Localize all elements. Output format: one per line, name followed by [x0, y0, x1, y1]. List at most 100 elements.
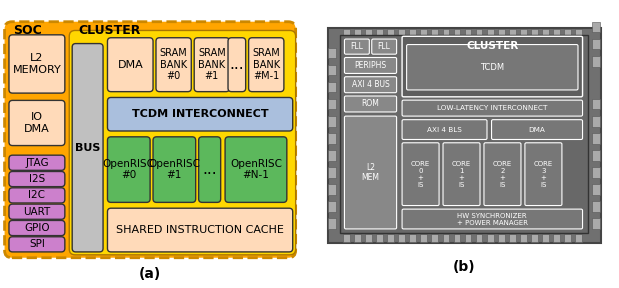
Bar — [487, 234, 493, 242]
Text: L2
MEM: L2 MEM — [361, 163, 379, 182]
FancyBboxPatch shape — [402, 120, 487, 139]
Bar — [565, 29, 571, 36]
Bar — [487, 29, 493, 36]
Bar — [476, 29, 482, 36]
Bar — [343, 234, 350, 242]
Bar — [328, 219, 336, 229]
Text: SOC: SOC — [14, 24, 42, 37]
Bar — [542, 234, 549, 242]
FancyBboxPatch shape — [9, 188, 65, 203]
Bar — [340, 35, 588, 233]
Bar — [465, 234, 472, 242]
Text: CLUSTER: CLUSTER — [466, 41, 519, 51]
Bar — [328, 82, 336, 92]
Bar — [520, 29, 527, 36]
Text: JTAG: JTAG — [25, 158, 49, 168]
FancyBboxPatch shape — [194, 38, 230, 92]
Text: ...: ... — [230, 57, 244, 72]
Text: SHARED INSTRUCTION CACHE: SHARED INSTRUCTION CACHE — [116, 225, 284, 235]
FancyBboxPatch shape — [402, 100, 582, 116]
Bar — [398, 29, 405, 36]
Bar — [328, 167, 336, 178]
Text: HW SYNCHRONIZER
+ POWER MANAGER: HW SYNCHRONIZER + POWER MANAGER — [457, 213, 528, 226]
Bar — [328, 99, 336, 109]
Text: CORE
0
+
IS: CORE 0 + IS — [411, 161, 430, 188]
FancyBboxPatch shape — [402, 209, 582, 229]
Bar — [509, 29, 516, 36]
Text: CORE
2
+
IS: CORE 2 + IS — [493, 161, 512, 188]
Bar — [376, 29, 383, 36]
Text: AXI 4 BLS: AXI 4 BLS — [427, 127, 462, 132]
Text: CORE
1
+
IS: CORE 1 + IS — [452, 161, 471, 188]
FancyBboxPatch shape — [9, 220, 65, 236]
Text: IO
DMA: IO DMA — [24, 112, 50, 134]
FancyBboxPatch shape — [344, 39, 370, 54]
FancyBboxPatch shape — [9, 171, 65, 187]
Bar — [576, 29, 582, 36]
Text: CORE
3
+
IS: CORE 3 + IS — [534, 161, 553, 188]
FancyBboxPatch shape — [69, 31, 296, 255]
Bar — [592, 39, 600, 50]
Bar — [328, 184, 336, 195]
Bar — [443, 29, 449, 36]
Bar — [409, 29, 416, 36]
Text: (b): (b) — [453, 260, 475, 274]
Bar — [592, 167, 600, 178]
Bar — [592, 201, 600, 212]
Text: TCDM: TCDM — [480, 63, 504, 72]
FancyBboxPatch shape — [108, 208, 293, 252]
FancyBboxPatch shape — [9, 101, 65, 145]
Text: ROM: ROM — [361, 99, 379, 109]
Bar — [365, 29, 372, 36]
Text: I2S: I2S — [28, 174, 45, 184]
FancyBboxPatch shape — [372, 39, 397, 54]
FancyBboxPatch shape — [72, 43, 103, 252]
Bar — [542, 29, 549, 36]
Bar — [576, 234, 582, 242]
Bar — [354, 234, 361, 242]
Bar — [520, 234, 527, 242]
FancyBboxPatch shape — [108, 137, 150, 202]
Bar — [476, 234, 482, 242]
Text: (a): (a) — [139, 267, 161, 281]
FancyBboxPatch shape — [344, 96, 397, 112]
Bar — [531, 234, 538, 242]
FancyBboxPatch shape — [153, 137, 196, 202]
Text: BUS: BUS — [75, 143, 100, 153]
Bar — [343, 29, 350, 36]
Bar — [553, 234, 560, 242]
Text: PERIPHS: PERIPHS — [355, 61, 387, 70]
Text: ...: ... — [202, 162, 217, 177]
FancyBboxPatch shape — [9, 155, 65, 170]
FancyBboxPatch shape — [9, 237, 65, 252]
Text: DMA: DMA — [529, 127, 545, 132]
FancyBboxPatch shape — [156, 38, 191, 92]
Text: GPIO: GPIO — [24, 223, 50, 233]
Bar — [354, 29, 361, 36]
Text: SPI: SPI — [29, 239, 45, 249]
FancyBboxPatch shape — [4, 22, 296, 258]
FancyBboxPatch shape — [9, 35, 65, 93]
Bar — [328, 133, 336, 144]
Text: UART: UART — [24, 207, 51, 217]
FancyBboxPatch shape — [228, 38, 246, 92]
Bar — [420, 29, 427, 36]
Bar — [443, 234, 449, 242]
Text: I2C: I2C — [28, 190, 45, 200]
Bar — [365, 234, 372, 242]
Bar — [431, 29, 438, 36]
FancyBboxPatch shape — [344, 116, 397, 229]
Bar — [592, 150, 600, 161]
FancyBboxPatch shape — [407, 45, 578, 90]
Bar — [431, 234, 438, 242]
Bar — [592, 219, 600, 229]
FancyBboxPatch shape — [225, 137, 287, 202]
Bar — [328, 150, 336, 161]
Bar — [328, 65, 336, 75]
Bar — [454, 234, 461, 242]
FancyBboxPatch shape — [491, 120, 582, 139]
Bar — [409, 234, 416, 242]
Text: L2
MEMORY: L2 MEMORY — [12, 53, 61, 75]
FancyBboxPatch shape — [525, 143, 562, 206]
Text: FLL: FLL — [350, 42, 363, 51]
